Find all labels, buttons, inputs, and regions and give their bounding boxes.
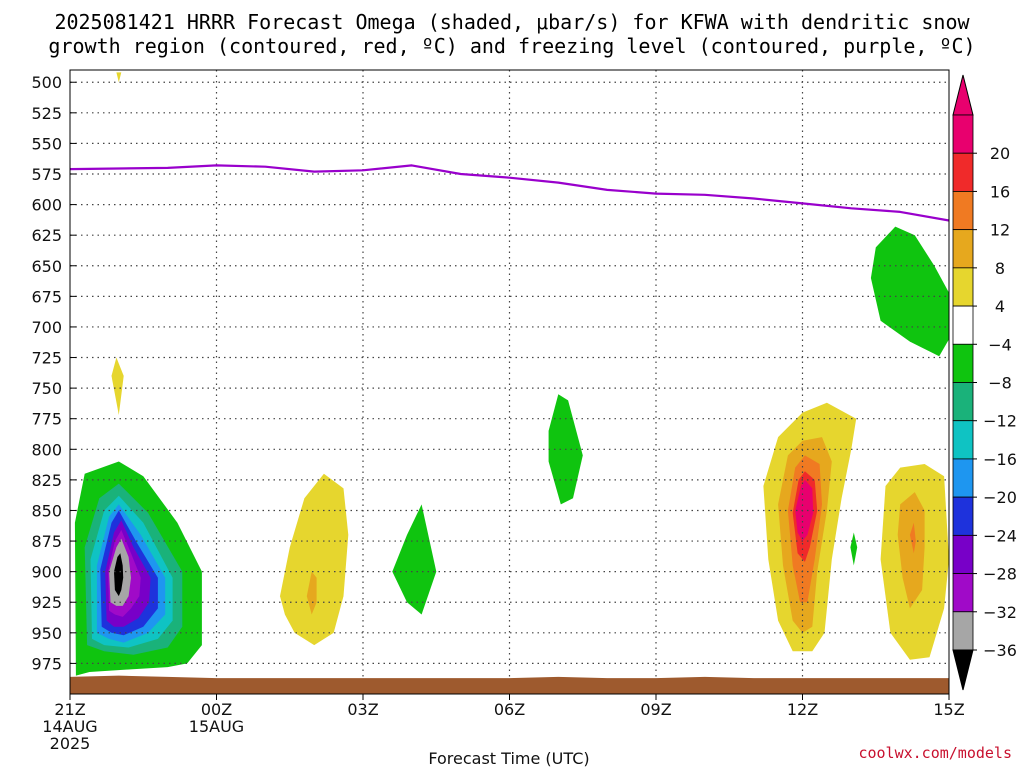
colorbar-swatch xyxy=(952,420,974,460)
freezing-level-line xyxy=(69,164,950,222)
x-tick-label: 15AUG xyxy=(189,717,244,736)
x-axis-title: Forecast Time (UTC) xyxy=(428,749,589,768)
y-tick-label: 925 xyxy=(31,593,62,612)
y-tick-label: 750 xyxy=(31,379,62,398)
colorbar-swatch xyxy=(952,305,974,345)
colorbar-swatch xyxy=(952,534,974,574)
colorbar-label: −4 xyxy=(988,335,1012,354)
y-tick-label: 850 xyxy=(31,501,62,520)
colorbar-label: −28 xyxy=(983,565,1017,584)
y-tick-label: 600 xyxy=(31,196,62,215)
colorbar-label: −24 xyxy=(983,526,1017,545)
omega-region-10 xyxy=(116,72,122,83)
omega-region-8 xyxy=(114,553,124,597)
omega-shading xyxy=(74,72,949,676)
x-tick-label: 06Z xyxy=(494,700,525,719)
y-tick-label: 525 xyxy=(31,104,62,123)
y-tick-label: 550 xyxy=(31,134,62,153)
x-tick-label: 00Z xyxy=(201,700,232,719)
colorbar-top-arrow xyxy=(952,74,974,116)
omega-region-19 xyxy=(795,479,814,542)
colorbar-swatch xyxy=(952,496,974,536)
colorbar-bottom-arrow xyxy=(952,649,974,691)
contour-lines xyxy=(69,164,950,694)
omega-region-23 xyxy=(870,226,949,357)
y-tick-label: 500 xyxy=(31,73,62,92)
colorbar-swatch xyxy=(952,343,974,383)
colorbar-label: 16 xyxy=(990,182,1010,201)
colorbar-label: 8 xyxy=(995,259,1005,278)
x-tick-label: 21Z xyxy=(54,700,85,719)
x-tick-label: 09Z xyxy=(640,700,671,719)
y-axis: 500 525 550 575 600 625 650 675 700 725 750 775 800 8… xyxy=(31,73,76,673)
y-tick-label: 875 xyxy=(31,532,62,551)
colorbar-label: 12 xyxy=(990,221,1010,240)
colorbar-swatch xyxy=(952,573,974,613)
chart-title-line-2: growth region (contoured, red, ºC) and f… xyxy=(48,34,976,58)
colorbar-swatch xyxy=(952,152,974,192)
colorbar-swatch xyxy=(952,114,974,154)
surface-terrain xyxy=(70,675,949,694)
colorbar-label: −36 xyxy=(983,641,1017,660)
colorbar-swatch xyxy=(952,229,974,269)
y-tick-label: 575 xyxy=(31,165,62,184)
x-tick-label: 03Z xyxy=(347,700,378,719)
y-tick-label: 650 xyxy=(31,257,62,276)
y-tick-label: 975 xyxy=(31,654,62,673)
y-tick-label: 700 xyxy=(31,318,62,337)
colorbar-label: −8 xyxy=(988,374,1012,393)
grid-lines xyxy=(70,70,949,694)
omega-region-13 xyxy=(392,504,437,615)
y-tick-label: 825 xyxy=(31,471,62,490)
credit-text: coolwx.com/models xyxy=(858,744,1012,762)
y-tick-label: 675 xyxy=(31,287,62,306)
colorbar-label: −32 xyxy=(983,603,1017,622)
y-tick-label: 900 xyxy=(31,563,62,582)
omega-region-12 xyxy=(306,571,317,615)
omega-region-11 xyxy=(280,473,349,646)
colorbar-label: −20 xyxy=(983,488,1017,507)
omega-region-21 xyxy=(897,492,925,609)
omega-region-9 xyxy=(111,357,124,415)
x-tick-label: 12Z xyxy=(787,700,818,719)
x-tick-label: 14AUG xyxy=(42,717,97,736)
colorbar-label: 4 xyxy=(995,297,1005,316)
y-tick-label: 725 xyxy=(31,349,62,368)
colorbar-swatch xyxy=(952,611,974,651)
chart-title-line-1: 2025081421 HRRR Forecast Omega (shaded, … xyxy=(54,10,970,34)
x-tick-label: 15Z xyxy=(933,700,964,719)
colorbar: 20 16 12 8 4 −4 −8 −12 −16 −20 −24 −28 −32 −36 xyxy=(952,74,1017,691)
omega-region-22 xyxy=(909,522,916,554)
colorbar-swatch xyxy=(952,191,974,231)
colorbar-label: 20 xyxy=(990,144,1010,163)
colorbar-swatch xyxy=(952,267,974,307)
colorbar-swatch xyxy=(952,382,974,422)
y-tick-label: 950 xyxy=(31,624,62,643)
colorbar-swatch xyxy=(952,458,974,498)
y-tick-label: 775 xyxy=(31,410,62,429)
y-tick-label: 625 xyxy=(31,226,62,245)
x-tick-label: 2025 xyxy=(50,734,91,753)
colorbar-label: −16 xyxy=(983,450,1017,469)
y-tick-label: 800 xyxy=(31,440,62,459)
colorbar-label: −12 xyxy=(983,412,1017,431)
